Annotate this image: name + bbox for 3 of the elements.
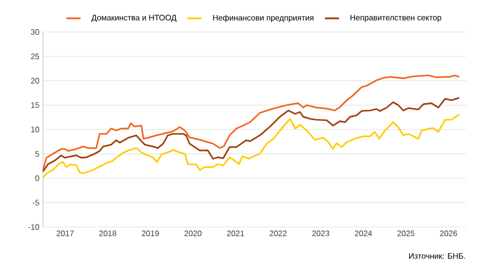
line-series	[42, 74, 460, 172]
line-series	[42, 114, 460, 178]
line-series	[42, 97, 460, 172]
